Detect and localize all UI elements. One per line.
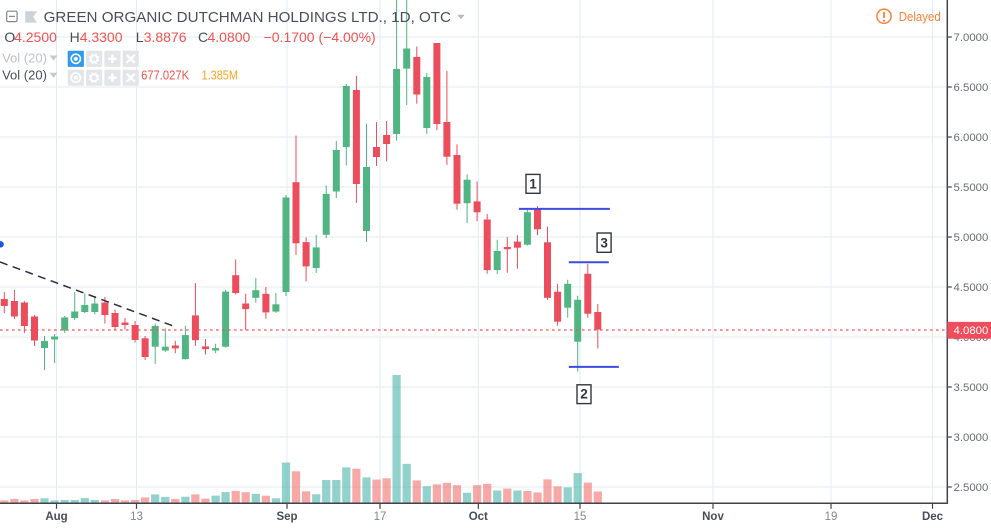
svg-text:3.8876: 3.8876	[144, 29, 187, 45]
svg-text:3: 3	[600, 235, 608, 250]
svg-text:4.0800: 4.0800	[208, 29, 251, 45]
svg-text:6.5000: 6.5000	[954, 82, 989, 94]
svg-text:Oct: Oct	[469, 511, 488, 523]
svg-text:2.5000: 2.5000	[954, 482, 989, 494]
svg-text:Sep: Sep	[276, 511, 297, 523]
svg-text:4.0800: 4.0800	[954, 325, 989, 337]
svg-text:3.0000: 3.0000	[954, 432, 989, 444]
svg-text:Nov: Nov	[702, 511, 724, 523]
svg-text:7.0000: 7.0000	[954, 32, 989, 44]
svg-text:H: H	[70, 29, 80, 45]
svg-text:Vol (20): Vol (20)	[2, 68, 47, 83]
svg-text:O: O	[4, 29, 15, 45]
svg-text:Aug: Aug	[45, 511, 67, 523]
svg-text:15: 15	[574, 511, 587, 523]
svg-text:4.5000: 4.5000	[954, 282, 989, 294]
svg-text:5.0000: 5.0000	[954, 232, 989, 244]
svg-text:17: 17	[374, 511, 387, 523]
svg-text:Vol (20): Vol (20)	[2, 50, 47, 65]
svg-text:5.5000: 5.5000	[954, 182, 989, 194]
svg-text:GREEN ORGANIC DUTCHMAN HOLDING: GREEN ORGANIC DUTCHMAN HOLDINGS LTD., 1D…	[44, 9, 452, 26]
svg-text:1: 1	[529, 176, 537, 191]
svg-text:−0.1700 (−4.00%): −0.1700 (−4.00%)	[264, 29, 376, 45]
svg-text:L: L	[136, 29, 144, 45]
svg-text:1.385M: 1.385M	[202, 68, 239, 83]
svg-text:19: 19	[825, 511, 838, 523]
svg-text:13: 13	[130, 511, 143, 523]
svg-text:6.0000: 6.0000	[954, 132, 989, 144]
svg-text:4.3300: 4.3300	[80, 29, 123, 45]
svg-text:2: 2	[580, 387, 588, 402]
svg-text:C: C	[198, 29, 208, 45]
svg-text:4.2500: 4.2500	[14, 29, 57, 45]
svg-text:677.027K: 677.027K	[141, 68, 189, 83]
svg-text:Delayed: Delayed	[899, 9, 941, 24]
svg-text:3.5000: 3.5000	[954, 382, 989, 394]
svg-text:Dec: Dec	[922, 511, 944, 523]
